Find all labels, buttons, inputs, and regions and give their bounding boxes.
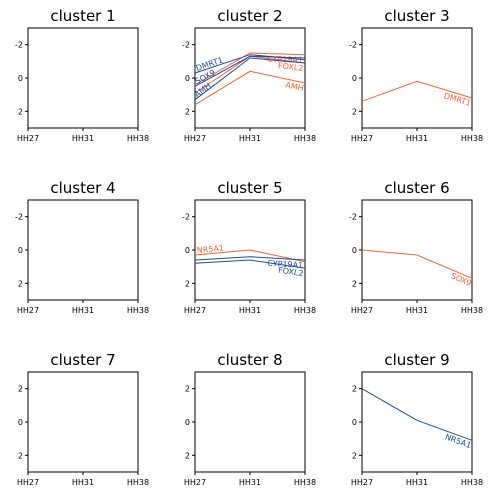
y-tick-label: -2 bbox=[182, 213, 190, 222]
panel-cluster-5: cluster 5 -2 0 2 HH27 HH31 HH38 NR5A1 CYP19A1FOX… bbox=[182, 179, 316, 315]
y-tick-label: 2 bbox=[18, 451, 23, 460]
x-tick-label: HH31 bbox=[239, 306, 261, 315]
series-line-dmrt1 bbox=[361, 80, 473, 102]
series-line-amh bbox=[194, 70, 306, 106]
panel-title: cluster 2 bbox=[217, 7, 282, 25]
x-tick-label: HH27 bbox=[351, 306, 373, 315]
y-tick-label: 2 bbox=[352, 279, 357, 288]
plot-frame bbox=[361, 27, 473, 129]
y-tick-label: -2 bbox=[15, 41, 23, 50]
x-tick-label: HH27 bbox=[351, 478, 373, 487]
y-tick-label: -2 bbox=[349, 41, 357, 50]
y-tick-label: 2 bbox=[185, 107, 190, 116]
x-tick-label: HH27 bbox=[17, 478, 39, 487]
panel-title: cluster 9 bbox=[384, 351, 449, 369]
panel-title: cluster 4 bbox=[50, 179, 115, 197]
series-line-cyp19a1 bbox=[194, 256, 306, 261]
panel-cluster-1: cluster 1 -2 0 2 HH27 HH31 HH38 bbox=[15, 7, 149, 143]
y-tick-label: 2 bbox=[18, 107, 23, 116]
series-line-cyp19a1 bbox=[194, 52, 306, 86]
series-label: FOXL2 bbox=[278, 266, 304, 279]
plot-frame bbox=[27, 199, 139, 301]
panel-title: cluster 8 bbox=[217, 351, 282, 369]
series-label: SOX9 bbox=[449, 271, 472, 288]
x-tick-label: HH27 bbox=[17, 134, 39, 143]
y-tick-label: 0 bbox=[352, 418, 357, 427]
series-line-sox9 bbox=[194, 55, 306, 87]
x-tick-label: HH31 bbox=[72, 134, 94, 143]
y-tick-label: 0 bbox=[185, 74, 190, 83]
y-tick-label: 0 bbox=[18, 418, 23, 427]
x-tick-label: HH27 bbox=[184, 478, 206, 487]
x-tick-label: HH31 bbox=[406, 134, 428, 143]
x-tick-label: HH27 bbox=[351, 134, 373, 143]
x-tick-label: HH27 bbox=[184, 134, 206, 143]
x-tick-label: HH31 bbox=[239, 134, 261, 143]
y-tick-label: 0 bbox=[185, 418, 190, 427]
panel-title: cluster 1 bbox=[50, 7, 115, 25]
series-line-nr5a1 bbox=[194, 249, 306, 263]
x-tick-label: HH38 bbox=[127, 306, 149, 315]
x-tick-label: HH27 bbox=[17, 306, 39, 315]
y-tick-label: 2 bbox=[352, 451, 357, 460]
y-tick-label: 2 bbox=[185, 385, 190, 394]
x-tick-label: HH31 bbox=[406, 478, 428, 487]
series-label: CYP19A1 bbox=[267, 55, 303, 65]
y-tick-label: 0 bbox=[352, 246, 357, 255]
x-tick-label: HH38 bbox=[461, 478, 483, 487]
y-tick-label: 2 bbox=[185, 451, 190, 460]
panel-title: cluster 7 bbox=[50, 351, 115, 369]
y-tick-label: 2 bbox=[185, 279, 190, 288]
x-tick-label: HH38 bbox=[294, 134, 316, 143]
panel-title: cluster 5 bbox=[217, 179, 282, 197]
series-line-amh bbox=[194, 57, 306, 101]
x-tick-label: HH38 bbox=[461, 306, 483, 315]
y-tick-label: -2 bbox=[15, 213, 23, 222]
y-tick-label: 0 bbox=[18, 74, 23, 83]
series-label: AMH bbox=[285, 80, 305, 93]
y-tick-label: 2 bbox=[18, 385, 23, 394]
series-line-sox9 bbox=[361, 249, 473, 279]
series-label: NR5A1 bbox=[196, 244, 224, 255]
x-tick-label: HH38 bbox=[294, 306, 316, 315]
x-tick-label: HH27 bbox=[184, 306, 206, 315]
x-tick-label: HH38 bbox=[294, 478, 316, 487]
y-tick-label: -2 bbox=[182, 41, 190, 50]
x-tick-label: HH38 bbox=[127, 134, 149, 143]
y-tick-label: 2 bbox=[352, 385, 357, 394]
panel-title: cluster 3 bbox=[384, 7, 449, 25]
plot-frame bbox=[27, 27, 139, 129]
plot-frame bbox=[27, 371, 139, 473]
y-tick-label: -2 bbox=[349, 213, 357, 222]
panel-cluster-4: cluster 4 -2 0 2 HH27 HH31 HH38 bbox=[15, 179, 149, 315]
panel-cluster-6: cluster 6 -2 0 2 HH27 HH31 HH38 SOX9 bbox=[349, 179, 483, 315]
y-tick-label: 2 bbox=[18, 279, 23, 288]
plot-frame bbox=[361, 199, 473, 301]
series-line-nr5a1 bbox=[361, 388, 473, 441]
series-label: FOXL2 bbox=[278, 61, 304, 73]
plot-frame bbox=[194, 371, 306, 473]
panel-cluster-8: cluster 8 2 0 2 HH27 HH31 HH38 bbox=[184, 351, 316, 487]
plot-frame bbox=[361, 371, 473, 473]
x-tick-label: HH38 bbox=[461, 134, 483, 143]
x-tick-label: HH31 bbox=[406, 306, 428, 315]
series-line-foxl2 bbox=[194, 259, 306, 269]
y-tick-label: 0 bbox=[18, 246, 23, 255]
x-tick-label: HH38 bbox=[127, 478, 149, 487]
y-tick-label: 0 bbox=[352, 74, 357, 83]
panel-cluster-7: cluster 7 2 0 2 HH27 HH31 HH38 bbox=[17, 351, 149, 487]
x-tick-label: HH31 bbox=[239, 478, 261, 487]
x-tick-label: HH31 bbox=[72, 478, 94, 487]
series-label: CYP19A1 bbox=[267, 259, 303, 270]
panel-title: cluster 6 bbox=[384, 179, 449, 197]
y-tick-label: 2 bbox=[352, 107, 357, 116]
y-tick-label: 0 bbox=[185, 246, 190, 255]
x-tick-label: HH31 bbox=[72, 306, 94, 315]
series-line-dmrt1 bbox=[194, 54, 306, 74]
